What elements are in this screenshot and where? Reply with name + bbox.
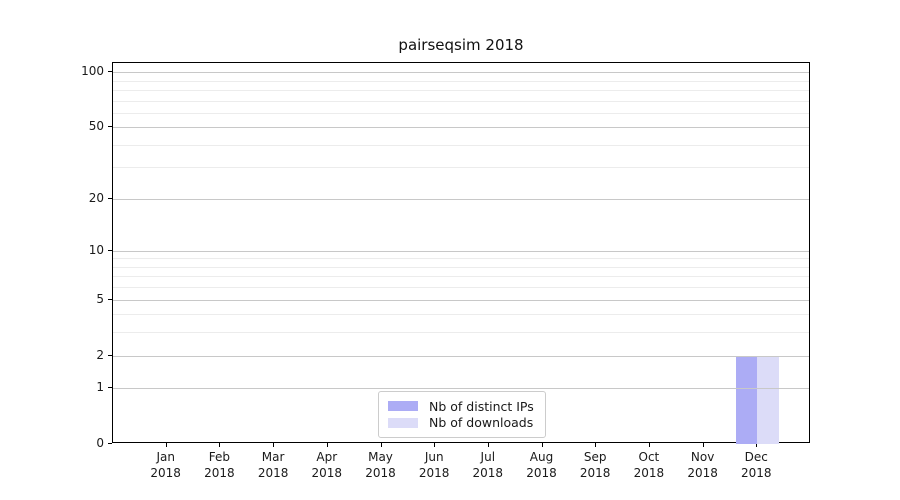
legend-item-downloads: Nb of downloads [388, 415, 536, 430]
x-tick-label-line: Aug [529, 450, 554, 464]
gridline [113, 332, 809, 334]
x-tick-label-line: Feb [208, 450, 231, 464]
plot-area: Nb of distinct IPs Nb of downloads [112, 62, 810, 444]
x-tick-mark [702, 443, 704, 447]
gridline [113, 276, 809, 278]
legend: Nb of distinct IPs Nb of downloads [378, 391, 546, 438]
x-tick-mark [487, 443, 489, 447]
x-tick-label: Apr 2018 [297, 450, 357, 481]
x-tick-label-line: 2018 [526, 465, 557, 480]
legend-item-distinct-ips: Nb of distinct IPs [388, 399, 536, 414]
x-tick-mark [326, 443, 328, 447]
x-tick-mark [380, 443, 382, 447]
x-tick-label-line: Nov [690, 450, 715, 464]
x-tick-label-line: 2018 [472, 465, 504, 480]
y-tick-label: 0 [96, 436, 104, 450]
x-tick-label-line: 2018 [579, 465, 611, 480]
gridlines-layer [113, 63, 809, 442]
x-tick-label-line: 2018 [418, 465, 450, 480]
x-tick-mark [219, 443, 221, 447]
gridline [113, 89, 809, 91]
x-tick-mark [648, 443, 650, 447]
y-tick-mark [108, 298, 112, 300]
x-tick-label-line: 2018 [257, 465, 289, 480]
x-tick-label-line: Jul [480, 450, 496, 464]
y-tick-mark [108, 387, 112, 389]
bars-layer [113, 63, 809, 444]
y-tick-mark [108, 197, 112, 199]
legend-swatch-distinct-ips [388, 401, 418, 412]
bar-nb-of-downloads [757, 355, 779, 444]
gridline [113, 266, 809, 268]
gridline [113, 299, 809, 301]
x-tick-label-line: May [368, 450, 393, 464]
x-tick-label-line: Jan [156, 450, 175, 464]
x-tick-label-line: Apr [316, 450, 338, 464]
y-tick-mark [108, 443, 112, 444]
x-tick-label-line: 2018 [687, 465, 718, 480]
x-tick-label-line: 2018 [204, 465, 235, 480]
x-tick-label: Nov 2018 [673, 450, 733, 481]
y-tick-mark [108, 71, 112, 72]
x-tick-label: Sep 2018 [565, 450, 625, 481]
gridline [113, 250, 809, 252]
x-tick-label: May 2018 [351, 450, 411, 481]
legend-swatch-downloads [388, 417, 418, 428]
gridline [113, 198, 809, 200]
x-tick-label: Oct 2018 [619, 450, 679, 481]
gridline [113, 287, 809, 289]
gridline [113, 388, 809, 390]
chart-title: pairseqsim 2018 [398, 36, 524, 54]
x-tick-label: Feb 2018 [189, 450, 249, 481]
x-tick-mark [273, 443, 275, 447]
x-tick-label-line: 2018 [150, 465, 181, 480]
y-tick-mark [108, 354, 112, 356]
x-tick-label-line: Oct [638, 450, 660, 464]
gridline [113, 112, 809, 114]
y-tick-mark [108, 126, 112, 128]
y-tick-label: 100 [81, 64, 104, 78]
gridline [113, 144, 809, 146]
x-tick-label: Jul 2018 [458, 450, 518, 481]
y-tick-label: 1 [96, 380, 104, 395]
x-tick-label-line: Jun [424, 450, 444, 464]
x-tick-mark [434, 443, 436, 447]
y-tick-mark [108, 249, 112, 251]
x-tick-mark [756, 443, 758, 447]
y-tick-label: 50 [88, 119, 104, 134]
x-tick-label: Aug 2018 [512, 450, 572, 481]
x-tick-label-line: Dec [744, 450, 768, 464]
y-tick-label: 2 [96, 347, 104, 362]
y-tick-label: 20 [88, 190, 104, 205]
x-tick-label-line: 2018 [741, 465, 772, 480]
x-tick-label: Jan 2018 [136, 450, 196, 481]
x-tick-label-line: 2018 [365, 465, 396, 480]
x-tick-label: Mar 2018 [243, 450, 303, 481]
x-tick-label-line: Mar [261, 450, 285, 464]
gridline [113, 100, 809, 102]
gridline [113, 80, 809, 82]
gridline [113, 72, 809, 73]
x-tick-mark [595, 443, 597, 447]
x-tick-mark [541, 443, 543, 447]
x-tick-label: Dec 2018 [726, 450, 786, 481]
y-tick-label: 10 [88, 242, 104, 257]
y-tick-label: 5 [96, 291, 104, 306]
gridline [113, 258, 809, 260]
gridline [113, 127, 809, 129]
x-tick-mark [165, 443, 167, 447]
legend-label-distinct-ips: Nb of distinct IPs [429, 398, 534, 414]
x-tick-label-line: Sep [583, 450, 607, 464]
bar-nb-of-distinct-ips [735, 355, 758, 444]
legend-label-downloads: Nb of downloads [429, 415, 534, 431]
x-tick-label: Jun 2018 [404, 450, 464, 481]
gridline [113, 167, 809, 169]
gridline [113, 355, 809, 357]
x-tick-label-line: 2018 [311, 465, 343, 480]
x-tick-label-line: 2018 [633, 465, 665, 480]
gridline [113, 314, 809, 316]
